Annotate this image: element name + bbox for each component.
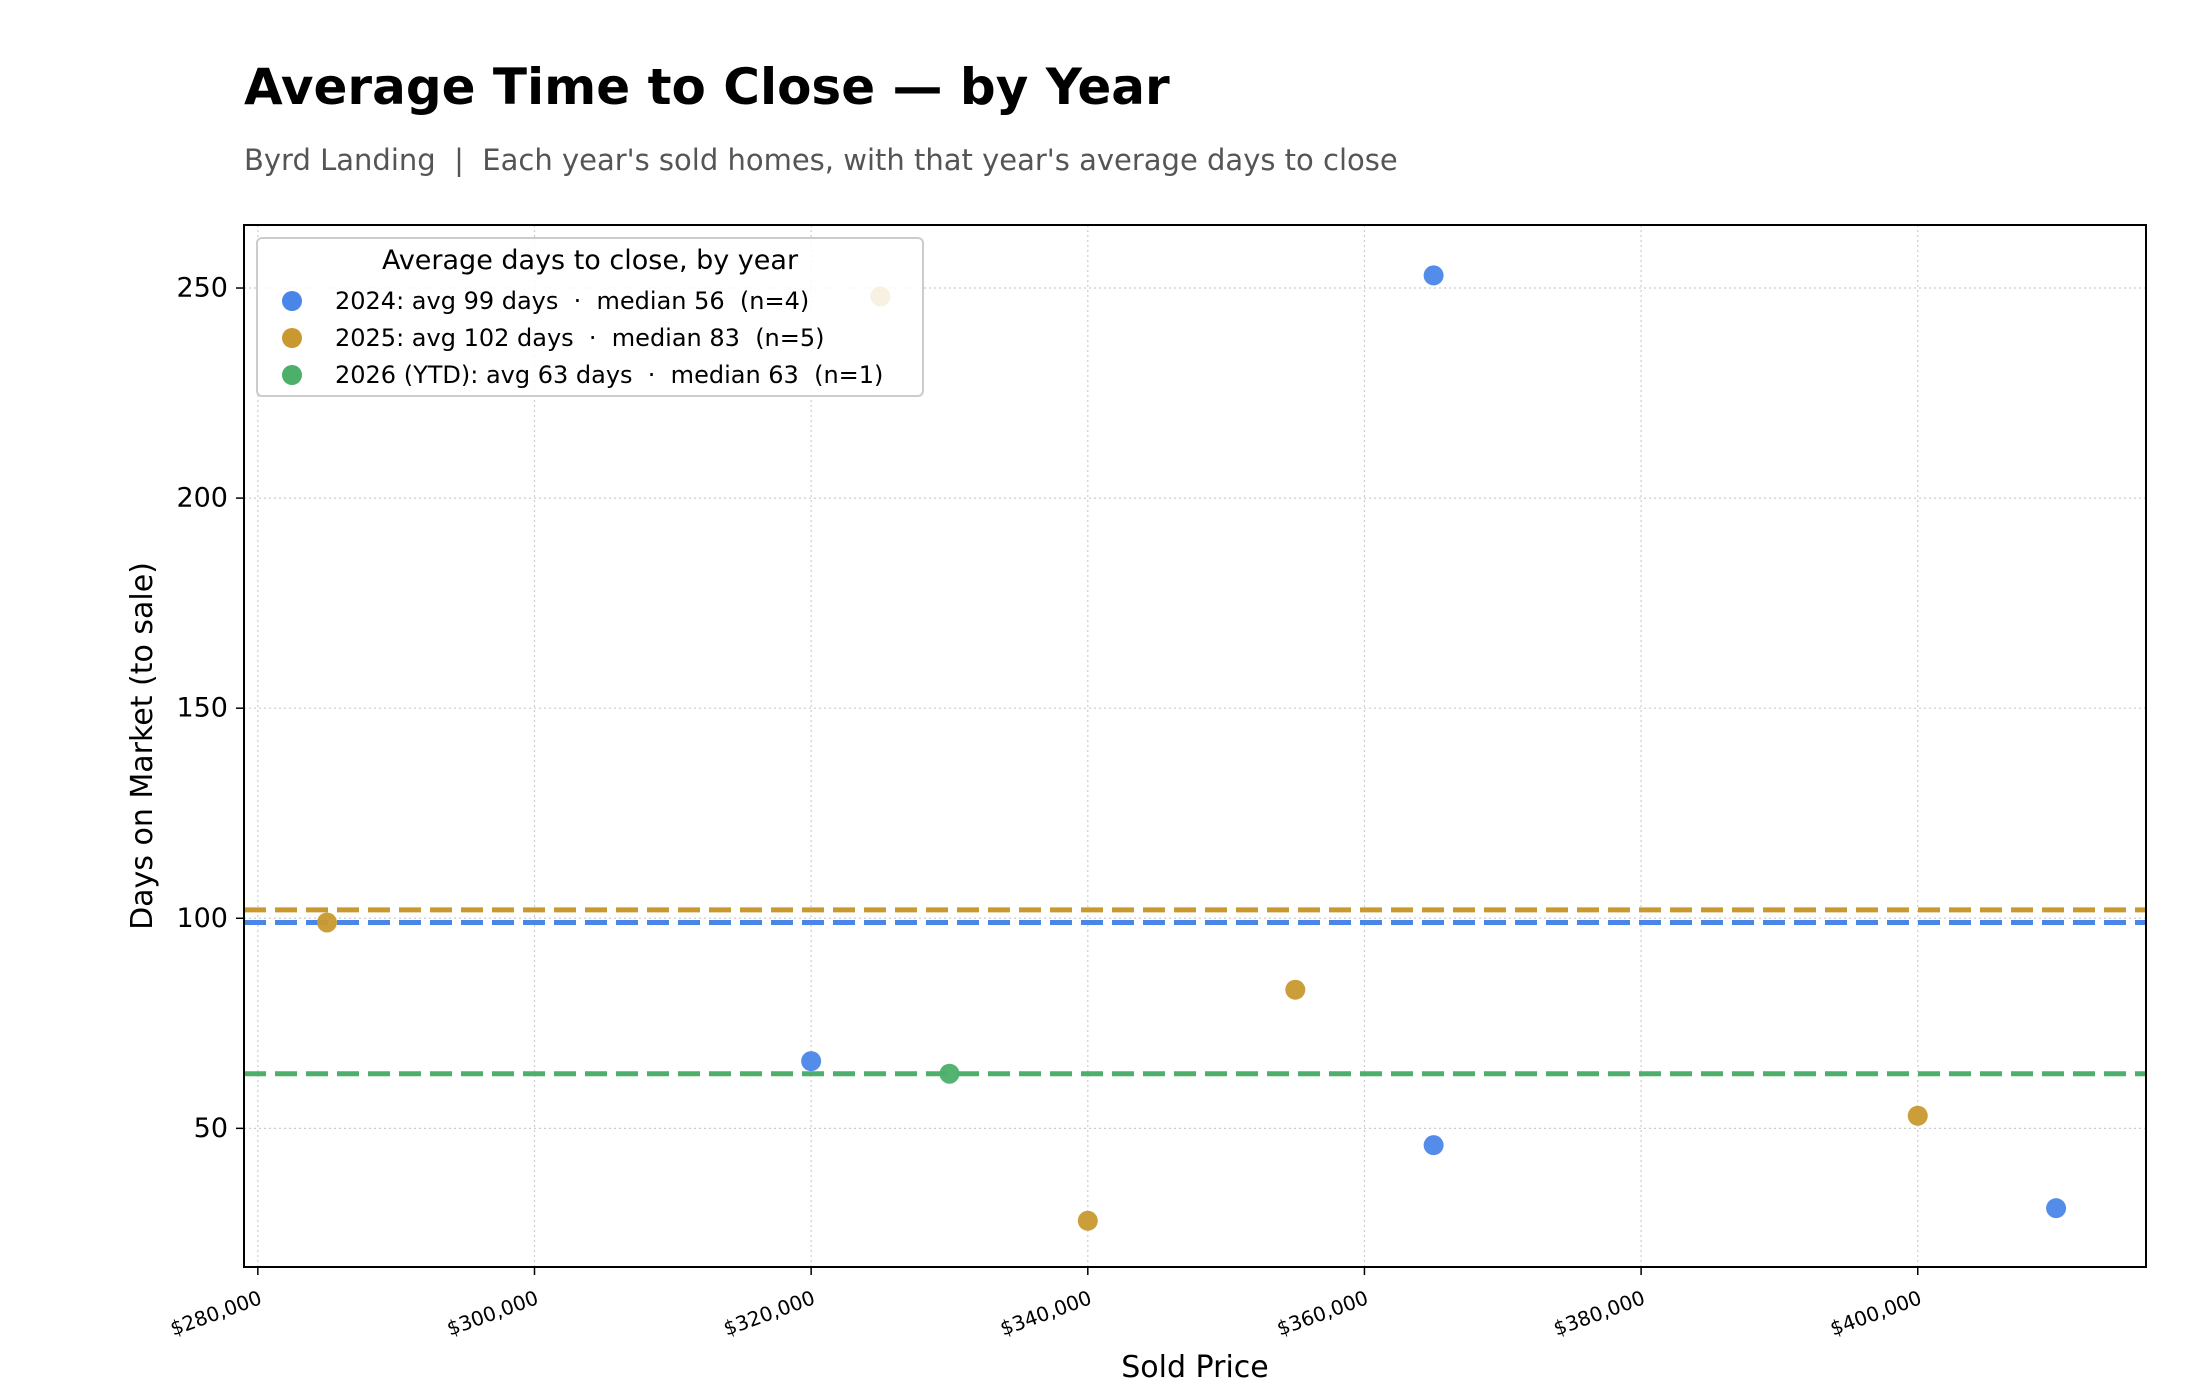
y-tick-label: 150 [176,693,228,724]
x-tick-label: $300,000 [444,1285,542,1340]
axis-ticks: $280,000 $300,000 $320,000 $340,000 $360,000… [167,273,1925,1341]
grid-layer [244,225,2146,1267]
y-tick-label: 250 [176,273,228,304]
data-point-series-1 [2046,1198,2067,1219]
data-point-series-1 [801,1051,822,1072]
x-tick-label: $340,000 [997,1285,1095,1340]
plot-frame [243,224,2147,1268]
x-tick-label: $280,000 [167,1285,265,1340]
x-tick-label: $400,000 [1827,1285,1925,1340]
legend-marker-series-2 [282,328,302,348]
legend-items: 2024: avg 99 days · median 56 (n=4) 2025:… [282,287,883,389]
data-point-series-3 [939,1063,960,1084]
data-point-series-2 [1907,1105,1928,1126]
legend: Average days to close, by year 2024: avg… [256,237,924,397]
legend-marker-series-3 [282,365,302,385]
legend-marker-series-1 [282,291,302,311]
data-points [316,265,2067,1231]
x-tick-label: $320,000 [720,1285,818,1340]
average-lines [244,907,2146,1077]
y-tick-label: 200 [176,483,228,514]
data-point-series-1 [1423,1135,1444,1156]
data-point-series-2 [316,912,337,933]
legend-box [256,237,924,397]
legend-label-series-2: 2025: avg 102 days · median 83 (n=5) [335,324,825,352]
chart-title: Average Time to Close — by Year [244,58,1170,116]
legend-label-series-3: 2026 (YTD): avg 63 days · median 63 (n=1… [335,361,883,389]
y-tick-label: 50 [194,1113,228,1144]
x-tick-label: $360,000 [1273,1285,1371,1340]
y-tick-label: 100 [176,903,228,934]
y-axis-label: Days on Market (to sale) [125,562,160,930]
x-axis-label: Sold Price [1121,1350,1269,1385]
data-point-series-2 [1077,1210,1098,1231]
x-tick-label: $380,000 [1550,1285,1648,1340]
data-point-series-1 [1423,265,1444,286]
legend-title: Average days to close, by year [382,245,799,276]
data-point-series-2 [1285,979,1306,1000]
legend-label-series-1: 2024: avg 99 days · median 56 (n=4) [335,287,809,315]
chart-subtitle: Byrd Landing | Each year's sold homes, w… [244,143,1398,177]
